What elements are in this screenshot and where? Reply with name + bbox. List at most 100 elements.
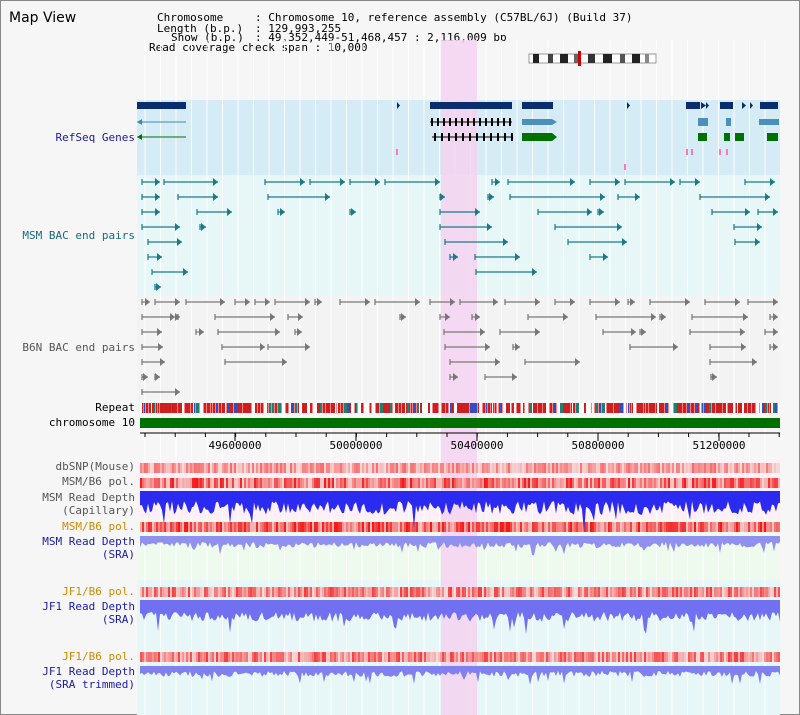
heat-cell bbox=[456, 478, 458, 488]
heat-cell bbox=[412, 652, 414, 662]
heat-cell bbox=[430, 652, 432, 662]
heat-cell bbox=[290, 522, 292, 532]
heat-cell bbox=[198, 522, 200, 532]
repeat-segment bbox=[196, 403, 199, 413]
heat-cell bbox=[690, 478, 692, 488]
heat-cell bbox=[564, 652, 566, 662]
heat-cell bbox=[308, 463, 310, 473]
heat-cell bbox=[184, 478, 186, 488]
repeat-segment bbox=[463, 403, 464, 413]
heat-cell bbox=[434, 463, 436, 473]
heat-cell bbox=[334, 522, 336, 532]
track-label-msm-bac[interactable]: MSM BAC end pairs bbox=[22, 229, 135, 242]
heat-cell bbox=[602, 652, 604, 662]
heat-cell bbox=[478, 652, 480, 662]
heat-cell bbox=[616, 652, 618, 662]
heat-cell bbox=[434, 522, 436, 532]
heat-cell bbox=[392, 522, 394, 532]
track-label-refseq[interactable]: RefSeq Genes bbox=[55, 131, 135, 144]
bac-pair-arrow bbox=[145, 298, 150, 306]
heat-cell bbox=[678, 652, 680, 662]
heat-cell bbox=[476, 478, 478, 488]
heat-cell bbox=[496, 652, 498, 662]
heat-cell bbox=[576, 463, 578, 473]
heat-cell bbox=[678, 463, 680, 473]
heat-cell bbox=[706, 652, 708, 662]
heat-cell bbox=[672, 652, 674, 662]
heat-cell bbox=[772, 652, 774, 662]
heat-cell bbox=[298, 587, 300, 597]
heat-cell bbox=[338, 652, 340, 662]
bac-pair-arrow bbox=[401, 313, 406, 321]
heat-cell bbox=[700, 463, 702, 473]
heat-cell bbox=[694, 522, 696, 532]
length-value: : 129,993,255 bbox=[255, 22, 342, 35]
heat-cell bbox=[176, 652, 178, 662]
heat-cell bbox=[634, 478, 636, 488]
exon bbox=[469, 133, 471, 141]
heat-cell bbox=[618, 478, 620, 488]
gene-block bbox=[137, 102, 186, 109]
heat-cell bbox=[342, 478, 344, 488]
heat-cell bbox=[180, 522, 182, 532]
bac-pair-arrow bbox=[757, 223, 762, 231]
heat-cell bbox=[532, 463, 534, 473]
heat-cell bbox=[448, 463, 450, 473]
heat-cell bbox=[504, 587, 506, 597]
repeat-segment bbox=[632, 403, 633, 413]
bac-pair-arrow bbox=[570, 178, 575, 186]
chromosome-ideogram[interactable] bbox=[528, 51, 657, 66]
heat-cell bbox=[482, 478, 484, 488]
heat-cell bbox=[172, 478, 174, 488]
heat-cell bbox=[210, 463, 212, 473]
heat-cell bbox=[330, 522, 332, 532]
bac-pair-arrow bbox=[661, 313, 666, 321]
bac-pair-arrow bbox=[570, 298, 575, 306]
heat-cell bbox=[392, 478, 394, 488]
heat-cell bbox=[180, 652, 182, 662]
heat-cell bbox=[420, 522, 422, 532]
heat-cell bbox=[592, 478, 594, 488]
heat-cell bbox=[552, 522, 554, 532]
heat-cell bbox=[212, 587, 214, 597]
bac-pair-arrow bbox=[743, 313, 748, 321]
heat-cell bbox=[372, 463, 374, 473]
heat-cell bbox=[202, 463, 204, 473]
heat-cell bbox=[264, 478, 266, 488]
track-label-b6n-bac[interactable]: B6N BAC end pairs bbox=[22, 341, 135, 354]
heat-cell bbox=[220, 478, 222, 488]
repeat-segment bbox=[501, 403, 502, 413]
heat-cell bbox=[650, 652, 652, 662]
heat-cell bbox=[630, 478, 632, 488]
heat-cell bbox=[494, 463, 496, 473]
heat-cell bbox=[230, 522, 232, 532]
heat-cell bbox=[184, 522, 186, 532]
heat-cell bbox=[352, 478, 354, 488]
repeat-segment bbox=[234, 403, 237, 413]
exon bbox=[503, 118, 505, 126]
bac-pair-arrow bbox=[773, 298, 778, 306]
heat-cell bbox=[648, 652, 650, 662]
heat-cell bbox=[400, 478, 402, 488]
heat-cell bbox=[192, 478, 194, 488]
heat-cell bbox=[236, 587, 238, 597]
heat-cell bbox=[758, 522, 760, 532]
heat-cell bbox=[748, 463, 750, 473]
heat-cell bbox=[670, 478, 672, 488]
repeat-segment bbox=[762, 403, 763, 413]
heat-cell bbox=[406, 652, 408, 662]
heat-cell bbox=[318, 478, 320, 488]
heat-cell bbox=[142, 652, 144, 662]
repeat-segment bbox=[702, 403, 703, 413]
heat-cell bbox=[544, 478, 546, 488]
heat-cell bbox=[658, 587, 660, 597]
heat-cell bbox=[742, 478, 744, 488]
heat-cell bbox=[464, 652, 466, 662]
heat-cell bbox=[206, 463, 208, 473]
repeat-segment bbox=[605, 403, 606, 413]
heat-cell bbox=[548, 478, 550, 488]
heat-cell bbox=[150, 652, 152, 662]
heat-cell bbox=[582, 522, 584, 532]
heat-cell bbox=[450, 587, 452, 597]
